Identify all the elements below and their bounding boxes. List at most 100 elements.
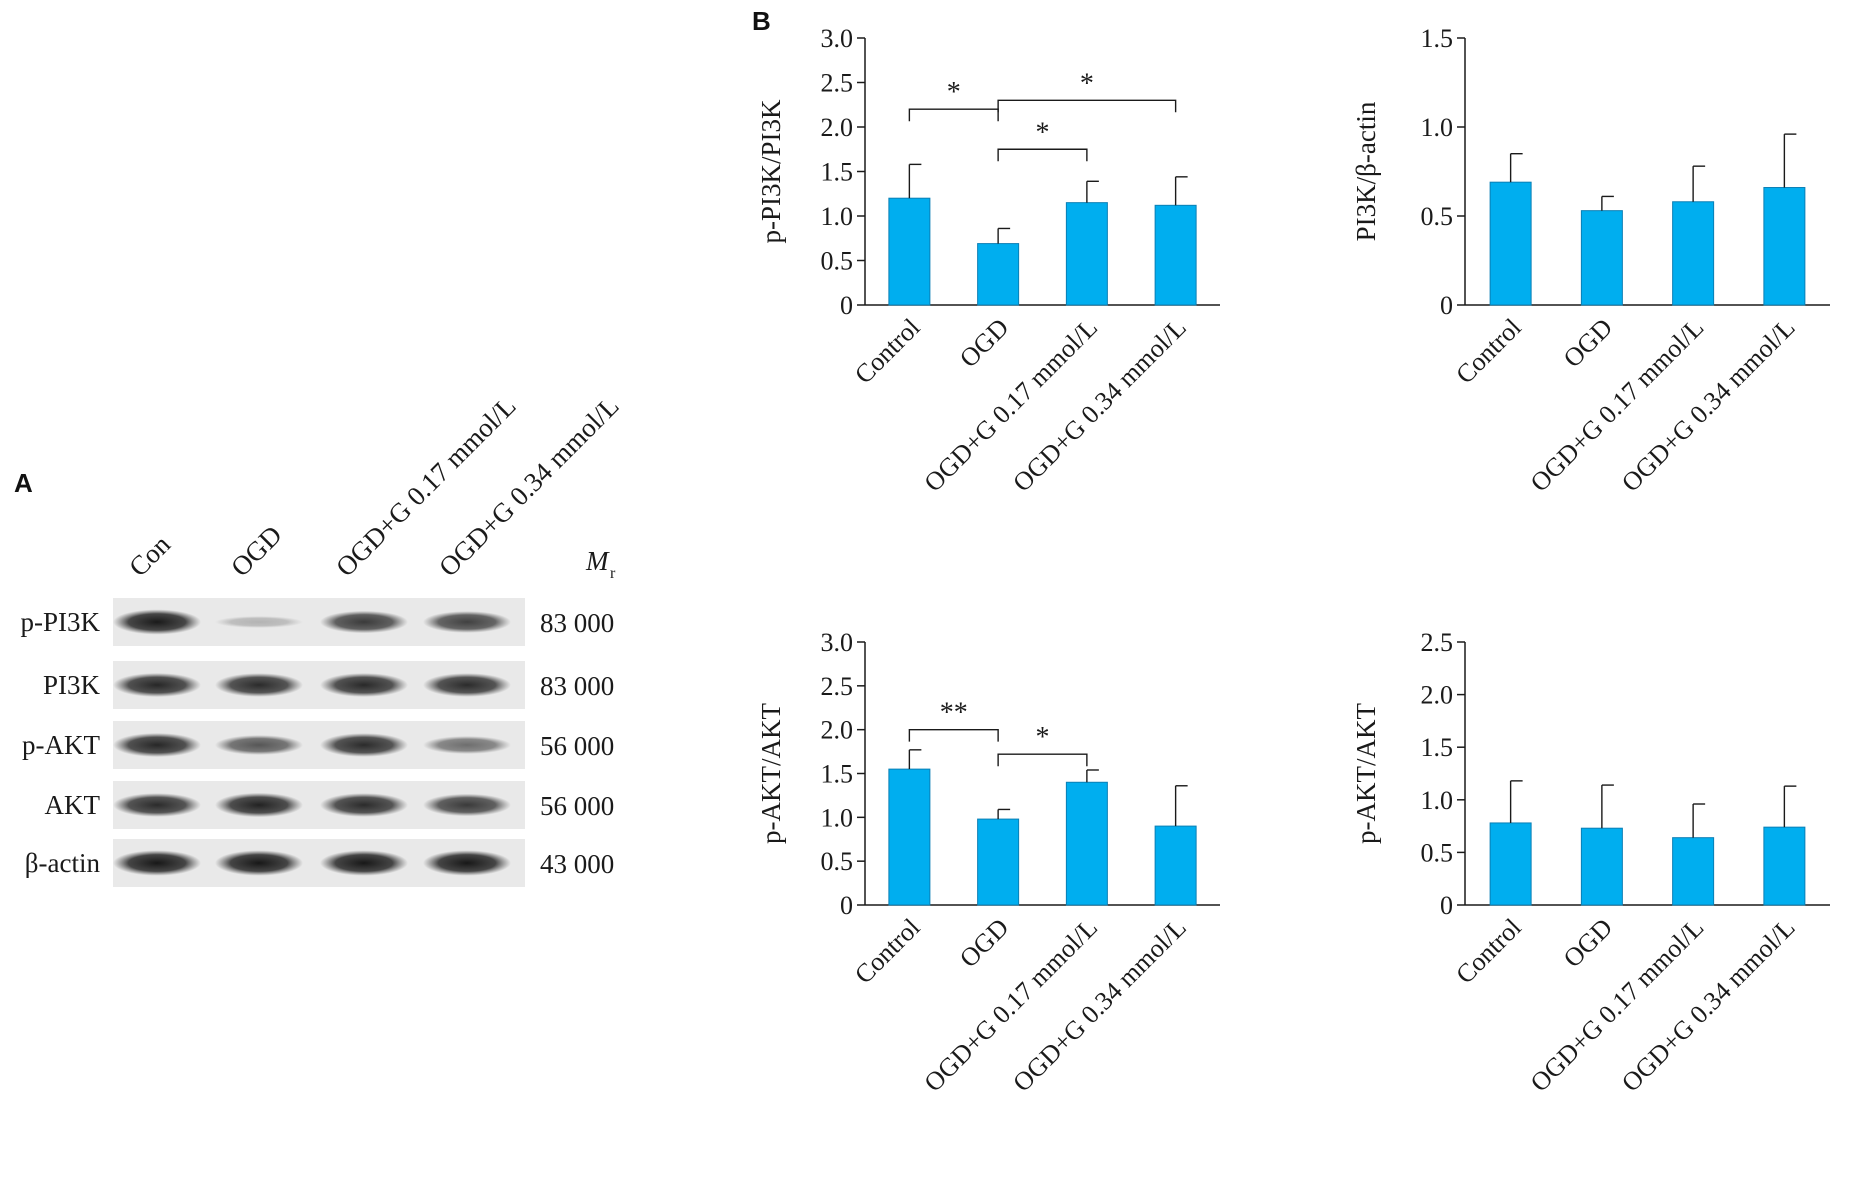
- protein-band: [320, 673, 408, 697]
- protein-band: [423, 673, 511, 697]
- significance-bracket: [908, 728, 999, 742]
- y-axis-label: p-PI3K/PI3K: [756, 99, 786, 244]
- bar: [1672, 201, 1715, 306]
- significance-label: *: [1036, 722, 1050, 753]
- x-tick-label: OGD+G 0.17 mmol/L: [1525, 913, 1710, 1098]
- x-tick-label: OGD+G 0.17 mmol/L: [919, 913, 1104, 1098]
- protein-band: [423, 736, 511, 754]
- y-tick-label: 0.5: [821, 247, 854, 276]
- blot-label: PI3K: [43, 670, 101, 700]
- protein-band: [215, 850, 303, 876]
- bar: [1154, 825, 1197, 906]
- bar: [1580, 827, 1623, 906]
- blot-mr-value: 56 000: [540, 731, 614, 761]
- lane-label: Con: [123, 529, 176, 582]
- y-tick-label: 1.0: [821, 202, 854, 231]
- mr-subscript: r: [610, 565, 616, 582]
- protein-band: [215, 792, 303, 818]
- chart-p-akt: 0 0.5 1.0 1.5 2.0 2.5 3.0 p-AKT/AKT Control OGDOG…: [756, 628, 1220, 1098]
- x-tick-label: OGD+G 0.34 mmol/L: [1007, 313, 1192, 498]
- protein-band: [320, 793, 408, 817]
- y-tick-label: 2.5: [821, 69, 854, 98]
- protein-band: [320, 610, 408, 634]
- protein-band: [113, 672, 201, 698]
- x-tick-label: OGD+G 0.17 mmol/L: [919, 313, 1104, 498]
- x-tick-label: OGD: [1558, 313, 1618, 373]
- blot-mr-value: 43 000: [540, 849, 614, 879]
- y-tick-label: 2.0: [821, 716, 854, 745]
- protein-band: [215, 735, 303, 755]
- panel-b-label: B: [752, 6, 771, 36]
- y-tick-label: 3.0: [821, 628, 854, 657]
- bar: [1580, 210, 1623, 306]
- protein-band: [320, 733, 408, 757]
- significance-label: *: [1036, 117, 1050, 148]
- significance-bracket: [908, 108, 999, 122]
- bar: [1763, 826, 1806, 906]
- significance-label: **: [940, 698, 968, 729]
- protein-band: [423, 793, 511, 817]
- bar: [1065, 202, 1108, 306]
- y-tick-label: 0: [840, 291, 853, 320]
- protein-band: [113, 850, 201, 876]
- blot-label: β-actin: [25, 848, 101, 878]
- x-tick-label: OGD: [954, 913, 1014, 973]
- y-tick-label: 0.5: [821, 847, 854, 876]
- y-tick-label: 0: [840, 891, 853, 920]
- protein-band: [320, 850, 408, 876]
- significance-bracket: [997, 99, 1177, 113]
- lane-label: OGD: [225, 520, 288, 583]
- x-tick-label: OGD+G 0.34 mmol/L: [1616, 913, 1801, 1098]
- x-tick-label: OGD+G 0.17 mmol/L: [1525, 313, 1710, 498]
- bar: [1489, 822, 1532, 906]
- protein-band: [113, 732, 201, 758]
- y-axis-label: p-AKT/AKT: [1351, 703, 1381, 844]
- protein-band: [113, 793, 201, 817]
- bar: [1065, 781, 1108, 906]
- bar: [1489, 181, 1532, 306]
- significance-bracket: [997, 753, 1088, 767]
- blot-label: AKT: [45, 790, 101, 820]
- bar: [1672, 837, 1715, 906]
- y-tick-label: 2.0: [821, 113, 854, 142]
- protein-band: [423, 850, 511, 876]
- significance-label: *: [1080, 68, 1094, 99]
- y-tick-label: 2.5: [1421, 628, 1454, 657]
- bar: [977, 243, 1020, 306]
- bar: [977, 818, 1020, 906]
- mr-label: M: [585, 546, 610, 576]
- y-tick-label: 0.5: [1421, 202, 1454, 231]
- y-tick-label: 2.5: [821, 672, 854, 701]
- y-tick-label: 0: [1440, 291, 1453, 320]
- y-tick-label: 1.5: [821, 760, 854, 789]
- y-tick-label: 2.0: [1421, 681, 1454, 710]
- x-tick-label: OGD: [1558, 913, 1618, 973]
- protein-band: [215, 673, 303, 697]
- x-tick-label: OGD: [954, 313, 1014, 373]
- y-tick-label: 0: [1440, 891, 1453, 920]
- x-tick-label: Control: [849, 913, 926, 990]
- chart-p-akt-2: 0 0.5 1.0 1.5 2.0 2.5 p-AKT/AKT Control OGDOGD+G…: [1351, 628, 1830, 1098]
- x-tick-label: OGD+G 0.34 mmol/L: [1007, 913, 1192, 1098]
- bar: [888, 197, 931, 306]
- y-tick-label: 1.5: [1421, 733, 1454, 762]
- blot-label: p-PI3K: [21, 607, 101, 637]
- x-tick-label: Control: [1450, 313, 1527, 390]
- y-tick-label: 1.5: [821, 158, 854, 187]
- significance-bracket: [997, 148, 1088, 162]
- protein-band: [113, 609, 201, 635]
- x-tick-label: Control: [1450, 913, 1527, 990]
- blot-mr-value: 83 000: [540, 671, 614, 701]
- y-axis-label: PI3K/β-actin: [1351, 101, 1381, 241]
- lane-label: OGD+G 0.17 mmol/L: [330, 391, 522, 583]
- blot-mr-value: 56 000: [540, 791, 614, 821]
- significance-label: *: [947, 77, 961, 108]
- x-tick-label: Control: [849, 313, 926, 390]
- y-tick-label: 1.0: [1421, 786, 1454, 815]
- y-axis-label: p-AKT/AKT: [756, 703, 786, 844]
- bar: [1763, 187, 1806, 306]
- panel-a-label: A: [14, 468, 33, 498]
